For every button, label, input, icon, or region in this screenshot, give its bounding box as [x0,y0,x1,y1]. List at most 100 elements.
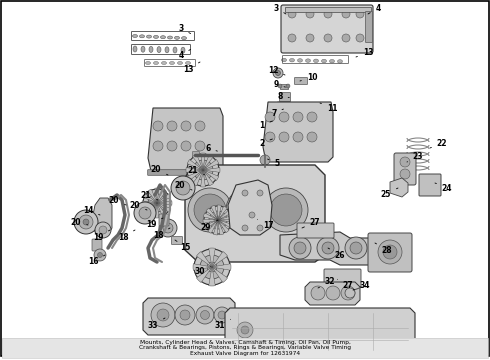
FancyBboxPatch shape [324,269,361,287]
Wedge shape [209,248,215,267]
Wedge shape [157,194,171,203]
Wedge shape [157,201,172,205]
Ellipse shape [177,62,182,64]
Circle shape [99,226,107,234]
Circle shape [307,132,317,142]
Wedge shape [157,203,171,212]
Circle shape [94,249,106,261]
Text: 3: 3 [273,4,286,14]
Text: 21: 21 [188,166,205,175]
Wedge shape [212,264,231,270]
Ellipse shape [305,59,311,62]
Ellipse shape [173,47,177,53]
Wedge shape [203,170,214,186]
Text: 15: 15 [175,240,190,252]
Circle shape [306,10,314,18]
Circle shape [139,207,151,219]
Circle shape [74,210,98,234]
Ellipse shape [132,35,138,37]
Circle shape [307,112,317,122]
Wedge shape [186,168,203,172]
Wedge shape [200,170,205,187]
Circle shape [289,237,311,259]
Circle shape [188,188,232,232]
Circle shape [242,225,248,231]
Text: 10: 10 [300,72,317,81]
Ellipse shape [165,47,169,53]
Text: 7: 7 [271,108,283,117]
Circle shape [293,112,303,122]
Text: 28: 28 [375,243,392,255]
Ellipse shape [321,59,326,63]
Circle shape [204,206,232,234]
Text: 4: 4 [178,49,191,59]
Circle shape [356,10,364,18]
Circle shape [176,181,190,195]
Wedge shape [196,251,212,267]
Polygon shape [228,180,272,235]
Wedge shape [157,189,166,203]
Circle shape [167,121,177,131]
Wedge shape [218,215,233,220]
Circle shape [175,305,195,325]
Wedge shape [187,159,203,170]
Ellipse shape [170,62,174,64]
Text: 26: 26 [328,248,345,260]
Circle shape [207,262,217,272]
Circle shape [226,188,270,232]
Ellipse shape [140,35,145,38]
Circle shape [199,166,207,174]
Circle shape [257,190,263,196]
Circle shape [324,10,332,18]
Wedge shape [218,210,231,220]
Text: 20: 20 [71,217,88,226]
Circle shape [293,132,303,142]
Ellipse shape [146,62,150,64]
Text: 6: 6 [205,144,218,153]
Wedge shape [142,201,157,205]
Circle shape [232,194,264,226]
Circle shape [157,309,169,321]
Circle shape [153,141,163,151]
Polygon shape [263,102,333,162]
Text: 8: 8 [277,91,289,100]
Text: 18: 18 [118,230,135,242]
Circle shape [214,216,222,224]
Circle shape [134,202,156,224]
Circle shape [95,222,111,238]
Text: 32: 32 [318,278,335,288]
Wedge shape [203,170,219,180]
Circle shape [167,141,177,151]
Circle shape [342,10,350,18]
Text: 9: 9 [273,80,285,89]
Text: 12: 12 [268,66,285,75]
Wedge shape [143,203,157,212]
Circle shape [278,84,282,88]
Circle shape [288,34,296,42]
Circle shape [209,211,227,229]
Polygon shape [185,165,325,262]
FancyBboxPatch shape [92,239,102,251]
Text: 13: 13 [183,62,200,73]
Circle shape [400,169,410,179]
Text: 1: 1 [259,121,272,130]
Circle shape [195,121,205,131]
Ellipse shape [153,35,158,39]
Circle shape [148,194,166,212]
Bar [2,338,488,358]
Circle shape [324,34,332,42]
Circle shape [311,286,325,300]
Circle shape [326,286,340,300]
Text: 11: 11 [320,103,337,113]
Ellipse shape [281,58,287,62]
Circle shape [400,157,410,167]
FancyBboxPatch shape [193,152,199,158]
Ellipse shape [174,36,179,39]
Circle shape [241,326,249,334]
Circle shape [214,307,230,323]
Circle shape [154,200,160,206]
Wedge shape [208,220,218,233]
Wedge shape [157,203,166,217]
Wedge shape [203,168,220,172]
Circle shape [378,240,402,264]
